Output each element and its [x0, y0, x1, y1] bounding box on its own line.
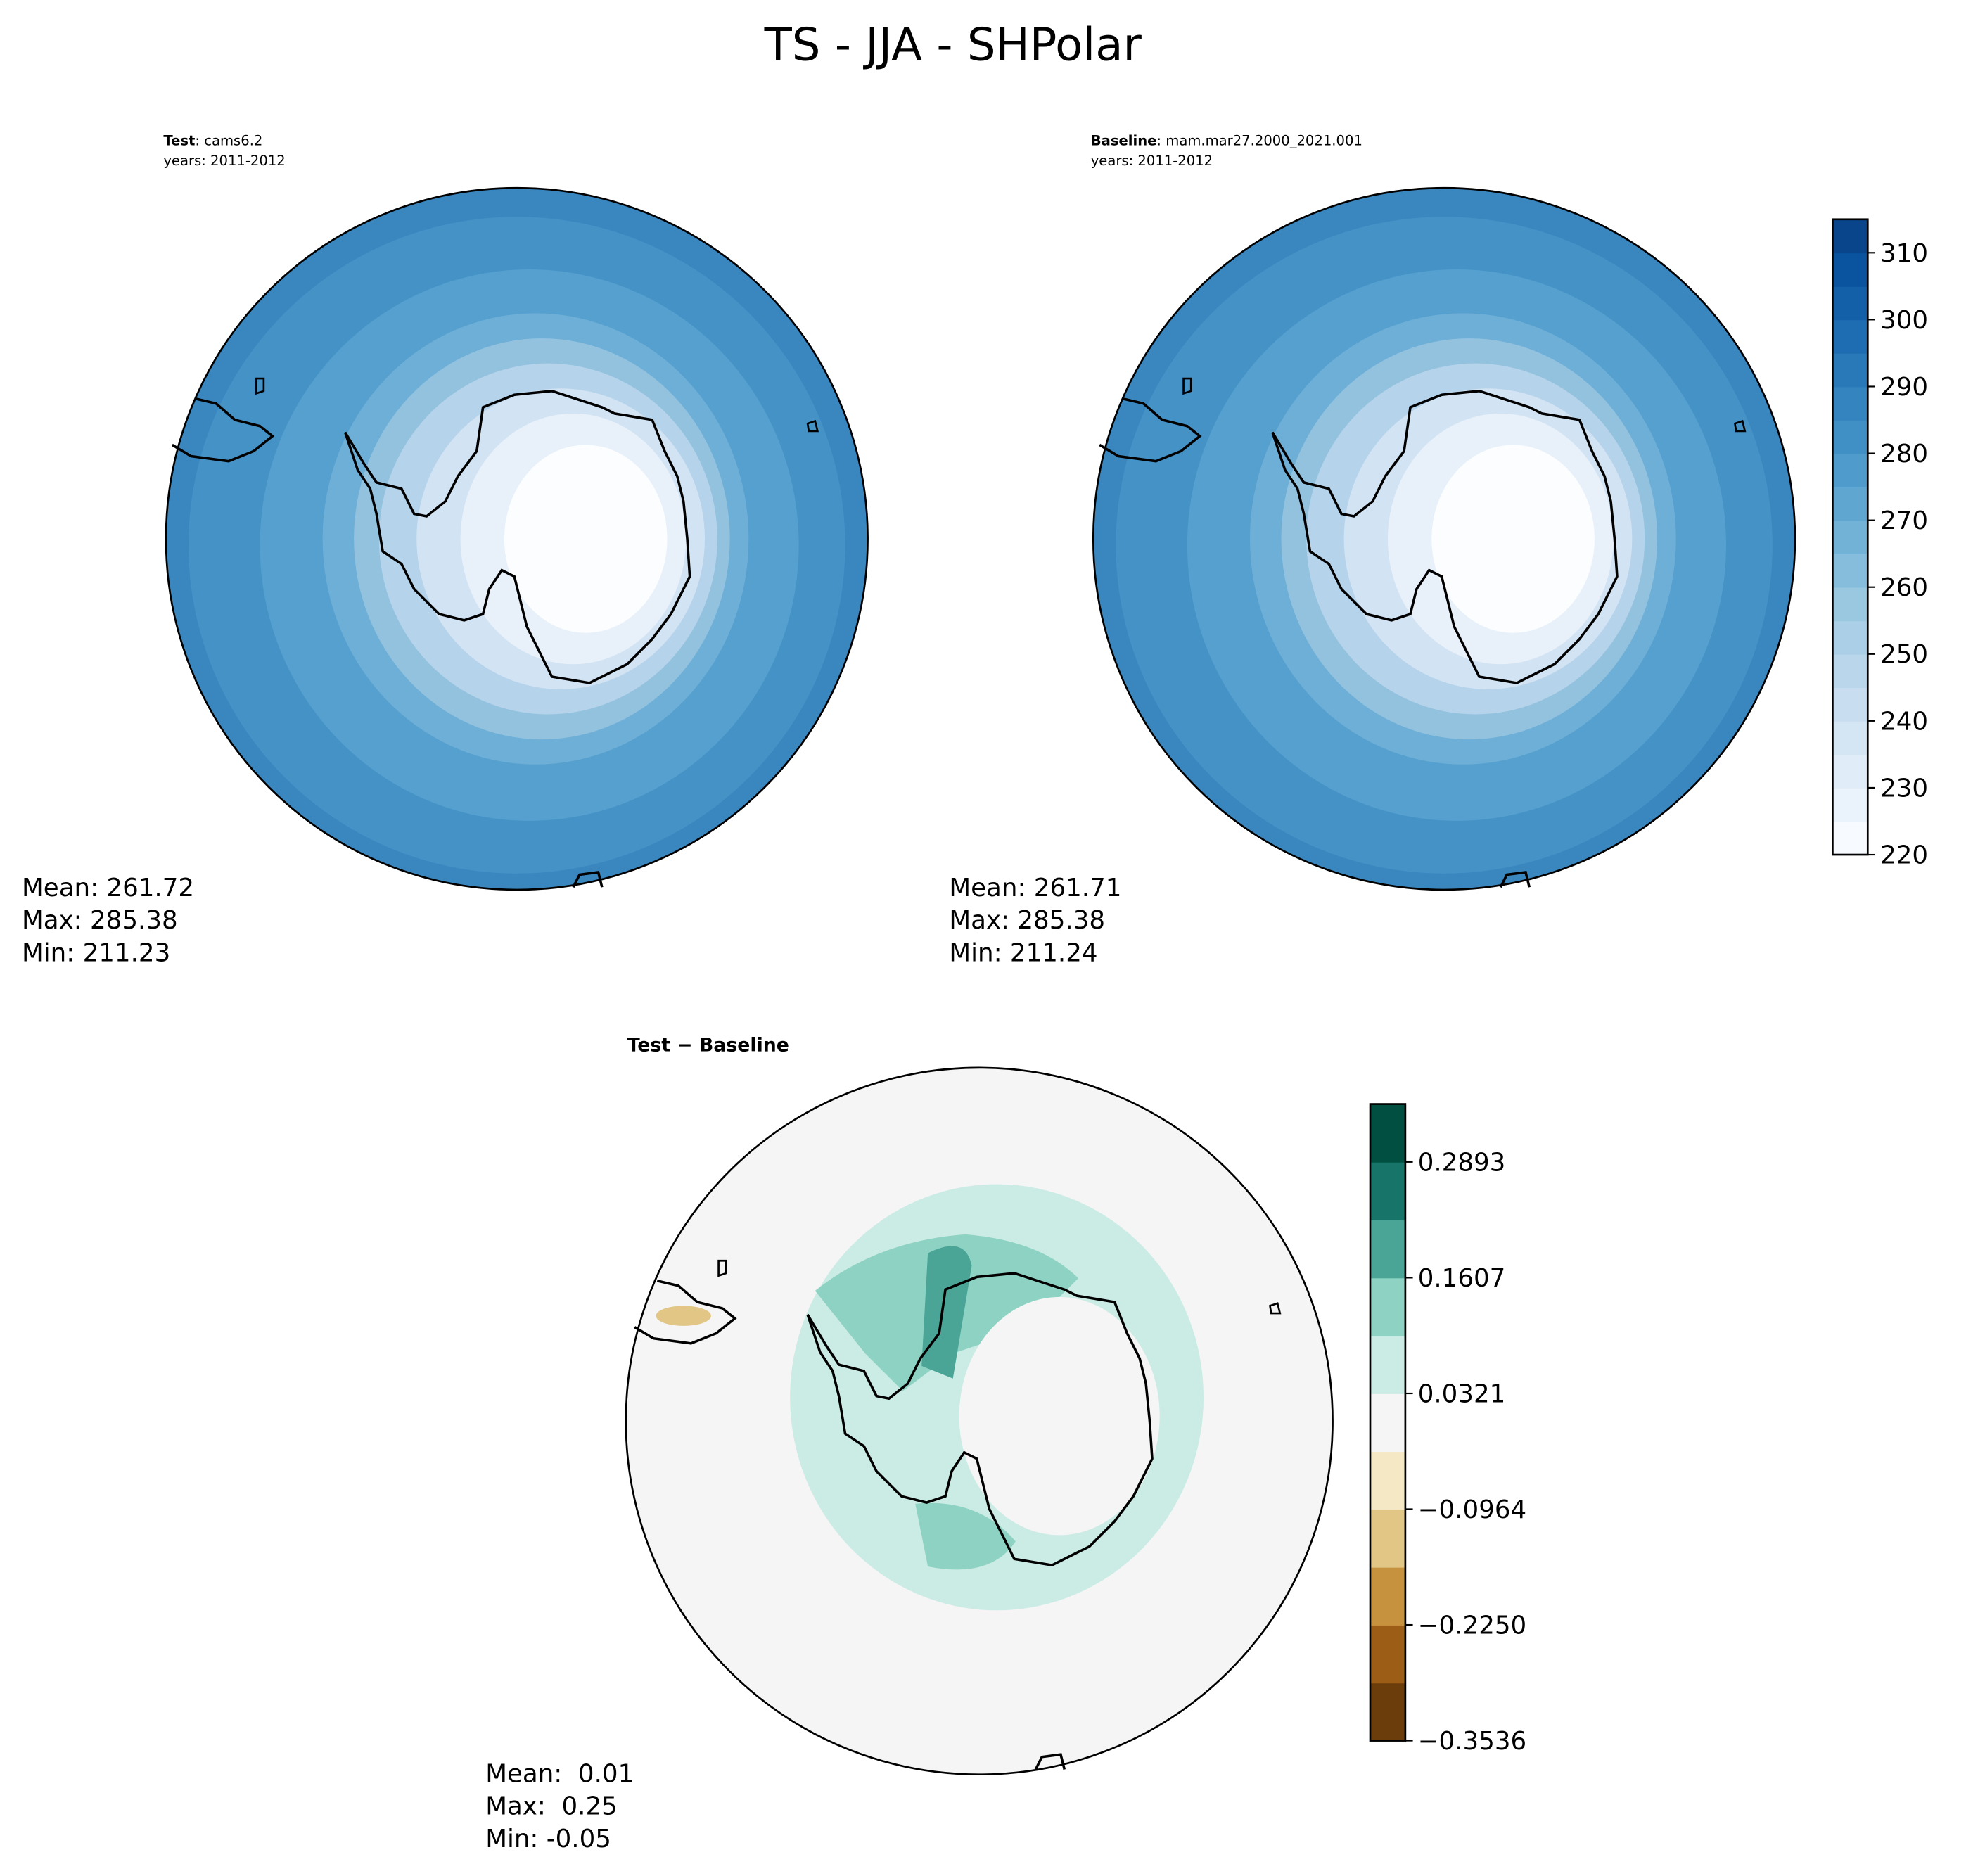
- stat: Max: 285.38: [22, 906, 178, 935]
- colorbar-band: [1370, 1335, 1405, 1394]
- colorbar-band: [1370, 1451, 1405, 1510]
- colorbar-tick-label: 310: [1880, 239, 1928, 268]
- panel-title: Test: cams6.2: [163, 133, 262, 149]
- colorbar-band: [1370, 1393, 1405, 1453]
- panel-label: Test: [163, 133, 195, 149]
- colorbar-band: [1370, 1104, 1405, 1163]
- stat: Mean: 261.71: [949, 874, 1121, 902]
- colorbar-band: [1832, 487, 1868, 521]
- colorbar-band: [1370, 1509, 1405, 1568]
- colorbar-tick-label: 0.0321: [1418, 1379, 1506, 1408]
- stat: Min: 211.24: [949, 938, 1097, 967]
- colorbar-tick-label: 220: [1880, 841, 1928, 869]
- colorbar-tick-label: 0.2893: [1418, 1148, 1506, 1177]
- panel-title: Baseline: mam.mar27.2000_2021.001: [1091, 133, 1362, 149]
- stat: Mean: 0.01: [485, 1759, 634, 1788]
- colorbar-band: [1370, 1625, 1405, 1684]
- colorbar-band: [1832, 821, 1868, 855]
- colorbar-band: [1832, 386, 1868, 421]
- colorbar-tick-label: 280: [1880, 440, 1928, 468]
- colorbar-band: [1832, 453, 1868, 487]
- stat: Min: 211.23: [22, 938, 170, 967]
- colorbar-frame: [1369, 1103, 1407, 1742]
- colorbar-band: [1370, 1683, 1405, 1742]
- colorbar-tick-label: 250: [1880, 640, 1928, 669]
- colorbar-band: [1832, 219, 1868, 254]
- panel-years: years: 2011-2012: [1091, 153, 1213, 169]
- colorbar-band: [1370, 1161, 1405, 1220]
- stat: Mean: 261.72: [22, 874, 194, 902]
- colorbar-band: [1832, 787, 1868, 822]
- colorbar-tick-label: 260: [1880, 573, 1928, 602]
- colorbar-tick-label: −0.0964: [1418, 1495, 1527, 1524]
- colorbar-tick-label: 230: [1880, 774, 1928, 803]
- colorbar-tick-label: 290: [1880, 373, 1928, 402]
- panel-years: years: 2011-2012: [163, 153, 285, 169]
- panel-title: Test − Baseline: [627, 1035, 789, 1057]
- colorbar-band: [1832, 720, 1868, 755]
- colorbar-band: [1832, 754, 1868, 789]
- colorbar-tick-label: 300: [1880, 306, 1928, 335]
- colorbar-tick-label: 0.1607: [1418, 1264, 1506, 1293]
- test-map: [165, 186, 869, 891]
- colorbar-band: [1832, 687, 1868, 722]
- colorbar-tick-label: −0.2250: [1418, 1611, 1527, 1640]
- colorbar-band: [1832, 653, 1868, 689]
- colorbar-band: [1832, 352, 1868, 388]
- colorbar-tick-label: 240: [1880, 707, 1928, 736]
- panel-name: : mam.mar27.2000_2021.001: [1156, 133, 1362, 149]
- colorbar-band: [1832, 253, 1868, 287]
- stat: Max: 285.38: [949, 906, 1105, 935]
- baseline-map: [1092, 186, 1796, 891]
- colorbar-band: [1370, 1220, 1405, 1279]
- colorbar-band: [1832, 520, 1868, 555]
- colorbar-frame: [1832, 218, 1869, 856]
- colorbar-band: [1832, 286, 1868, 321]
- colorbar-band: [1832, 554, 1868, 588]
- colorbar-tick-label: 270: [1880, 506, 1928, 535]
- colorbar-tick-label: −0.3536: [1418, 1727, 1527, 1756]
- colorbar-band: [1370, 1566, 1405, 1626]
- difference-map: [625, 1066, 1334, 1776]
- stat: Max: 0.25: [485, 1792, 618, 1821]
- colorbar-band: [1370, 1277, 1405, 1336]
- figure-title: TS - JJA - SHPolar: [764, 19, 1142, 72]
- colorbar-band: [1832, 620, 1868, 655]
- colorbar-band: [1832, 319, 1868, 354]
- panel-name: : cams6.2: [195, 133, 262, 149]
- panel-label: Baseline: [1091, 133, 1157, 149]
- stat: Min: -0.05: [485, 1825, 611, 1853]
- colorbar-band: [1832, 587, 1868, 622]
- colorbar-band: [1832, 420, 1868, 454]
